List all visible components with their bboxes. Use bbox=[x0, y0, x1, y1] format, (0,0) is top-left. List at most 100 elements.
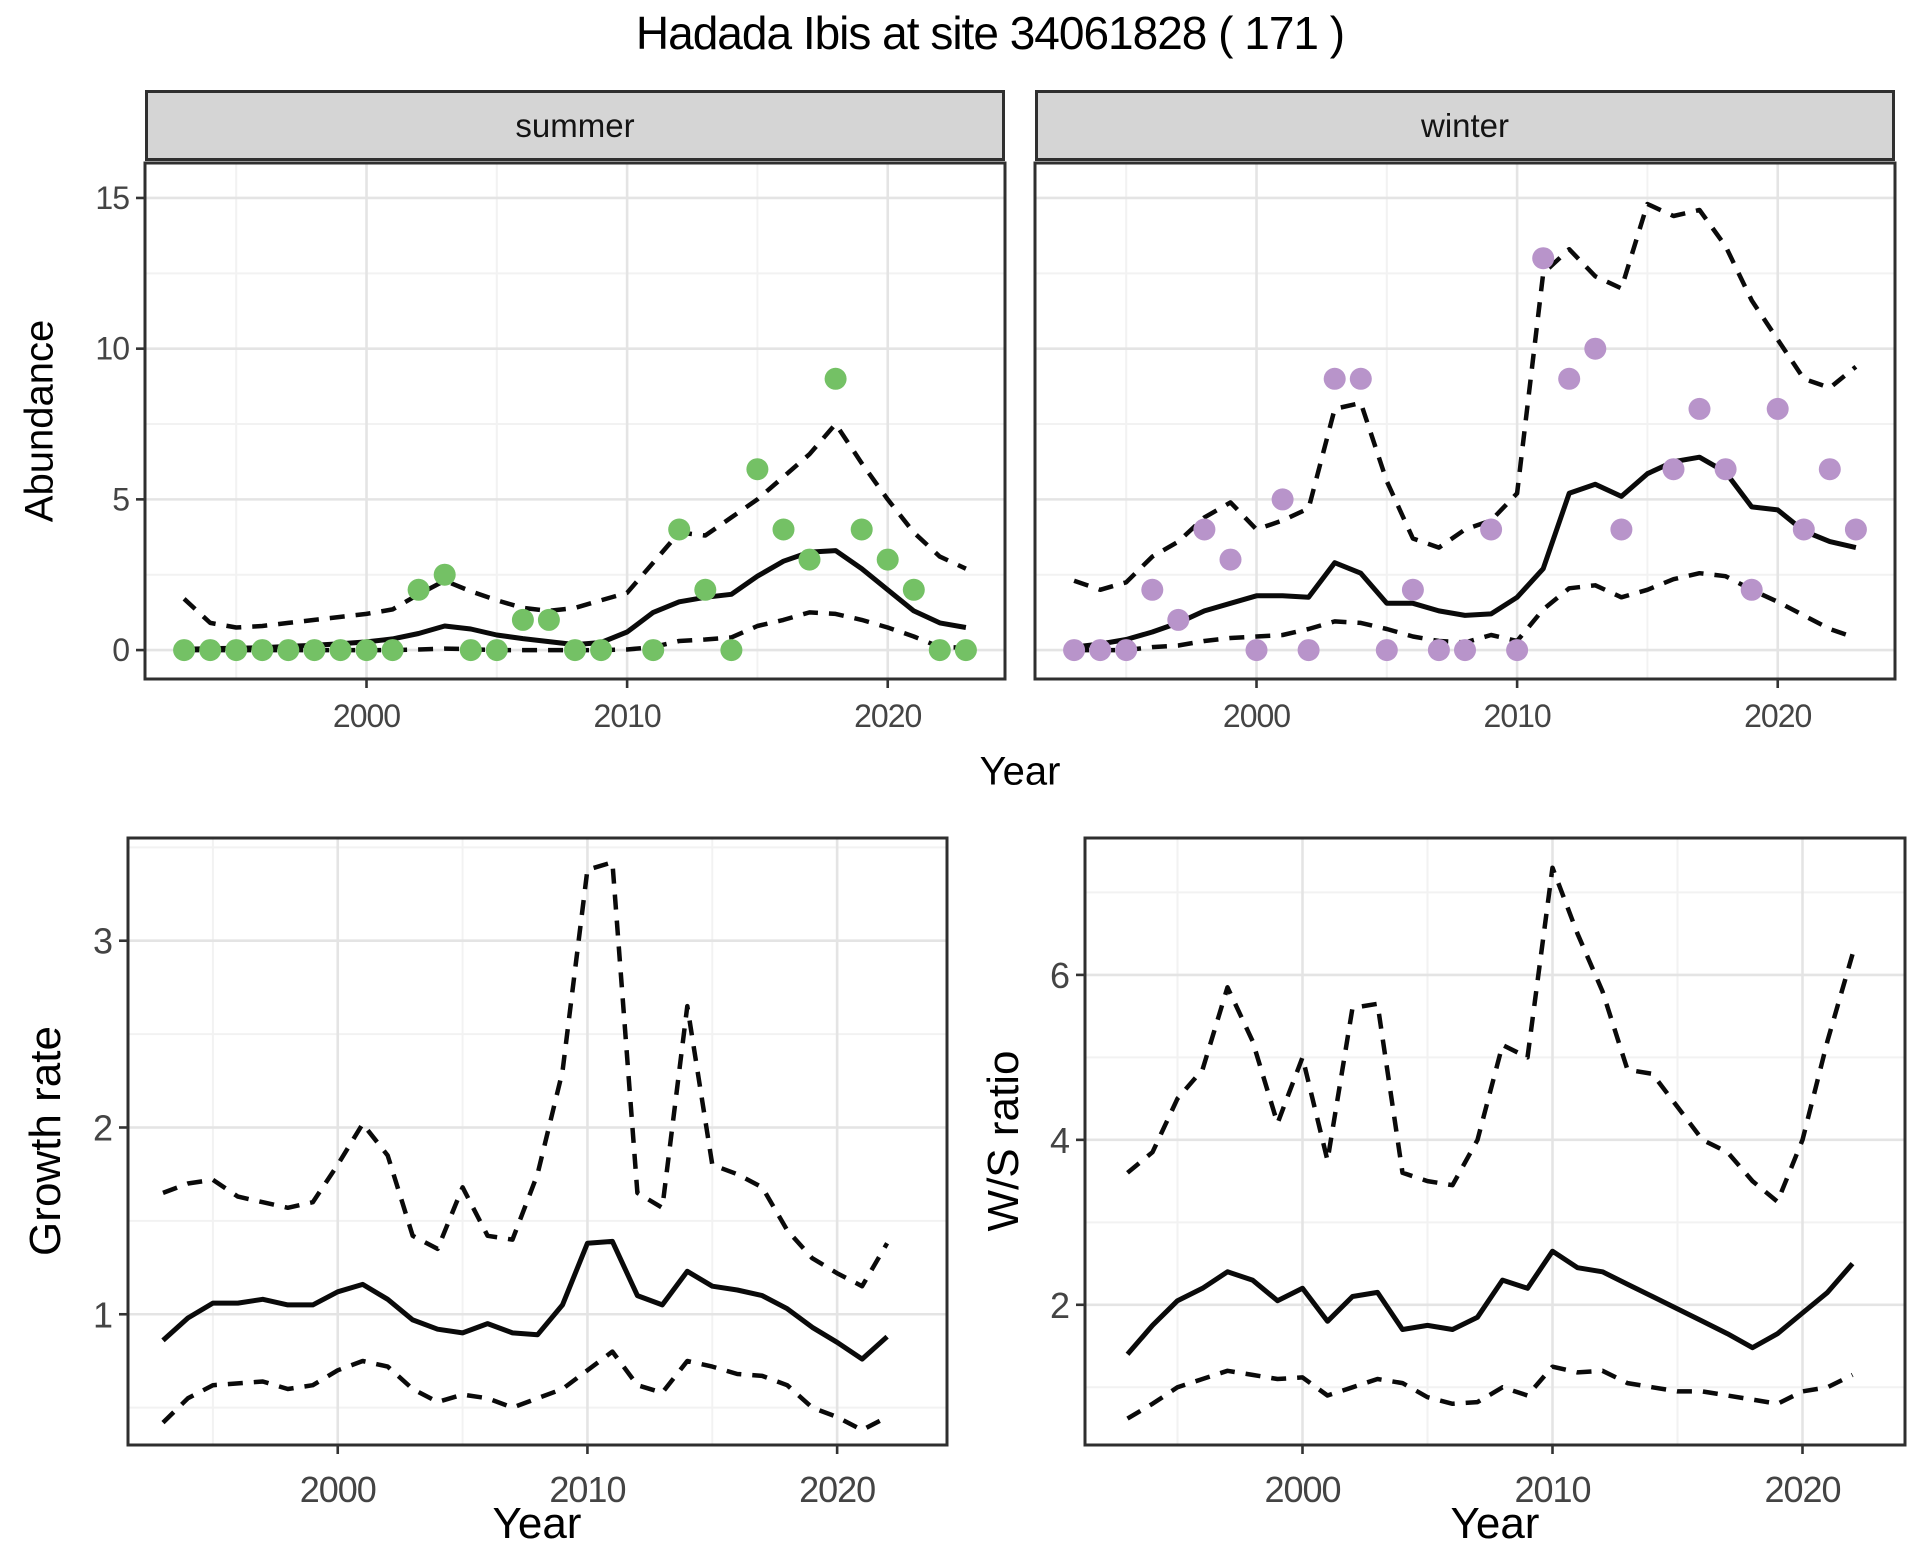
panel-border bbox=[1033, 161, 1897, 681]
panel-border bbox=[143, 161, 1007, 681]
x-tick-label: 2000 bbox=[1223, 698, 1290, 734]
facet-strip-winter-label: winter bbox=[1420, 106, 1510, 144]
summer-observed-point bbox=[277, 639, 300, 662]
winter-observed-point bbox=[1167, 608, 1190, 631]
panel-winter: 2000 2010 2020 bbox=[1033, 161, 1897, 734]
summer-observed-point bbox=[511, 608, 534, 631]
panel-background bbox=[145, 163, 1005, 679]
y-tick-label: 1 bbox=[93, 1294, 112, 1335]
y-axis-title-abundance: Abundance bbox=[17, 319, 62, 523]
winter-observed-point bbox=[1688, 397, 1711, 420]
summer-observed-point bbox=[564, 639, 586, 662]
panel-border bbox=[1083, 836, 1907, 1447]
x-axis-title-year-ws: Year bbox=[1450, 1499, 1540, 1548]
x-axis-title-year-top: Year bbox=[979, 749, 1061, 794]
winter-observed-point bbox=[1245, 639, 1268, 662]
summer-observed-point bbox=[173, 639, 196, 662]
winter-observed-point bbox=[1089, 639, 1112, 662]
winter-observed-point bbox=[1115, 639, 1138, 662]
panel-background bbox=[1035, 163, 1895, 679]
ci-upper-line bbox=[182, 421, 967, 630]
summer-observed-point bbox=[433, 563, 456, 586]
ci-upper-line bbox=[1126, 865, 1855, 1204]
summer-observed-point bbox=[355, 639, 378, 662]
summer-observed-point bbox=[798, 548, 821, 571]
summer-observed-point bbox=[902, 578, 925, 601]
ci-upper-line bbox=[1073, 201, 1858, 593]
y-axis-title-ws-ratio: W/S ratio bbox=[979, 1050, 1028, 1232]
winter-observed-point bbox=[1766, 397, 1789, 420]
y-tick-label: 0 bbox=[112, 632, 129, 668]
ci-upper-line bbox=[162, 860, 890, 1289]
winter-observed-point bbox=[1714, 458, 1737, 481]
panel-ws_ratio: 2000 2010 2020 2 4 6 bbox=[1050, 836, 1907, 1510]
winter-observed-point bbox=[1219, 548, 1242, 571]
summer-observed-point bbox=[928, 639, 951, 662]
winter-observed-point bbox=[1558, 367, 1581, 390]
x-tick-label: 2010 bbox=[594, 698, 661, 734]
summer-observed-point bbox=[694, 578, 717, 601]
x-tick-label: 2000 bbox=[300, 1469, 376, 1510]
x-tick-label: 2000 bbox=[1264, 1469, 1340, 1510]
summer-observed-point bbox=[407, 578, 430, 601]
winter-observed-point bbox=[1349, 367, 1372, 390]
summer-observed-point bbox=[303, 639, 326, 662]
winter-observed-point bbox=[1662, 458, 1685, 481]
summer-observed-point bbox=[954, 639, 977, 662]
winter-observed-point bbox=[1454, 639, 1476, 662]
summer-observed-point bbox=[329, 639, 352, 662]
winter-observed-point bbox=[1532, 247, 1555, 270]
summer-observed-point bbox=[459, 639, 482, 662]
winter-observed-point bbox=[1063, 639, 1086, 662]
y-tick-label: 6 bbox=[1050, 955, 1069, 996]
winter-observed-point bbox=[1818, 458, 1841, 481]
winter-observed-point bbox=[1401, 578, 1424, 601]
facet-strip-winter: winter bbox=[1035, 90, 1895, 161]
x-tick-label: 2010 bbox=[1484, 698, 1551, 734]
summer-observed-point bbox=[824, 367, 847, 390]
y-tick-label: 2 bbox=[93, 1107, 112, 1148]
x-tick-label: 2020 bbox=[854, 698, 921, 734]
chart-title: Hadada Ibis at site 34061828 ( 171 ) bbox=[635, 7, 1345, 59]
winter-observed-point bbox=[1844, 518, 1867, 541]
x-tick-label: 2010 bbox=[549, 1469, 625, 1510]
y-tick-label: 4 bbox=[1050, 1120, 1069, 1161]
summer-observed-point bbox=[381, 639, 404, 662]
summer-observed-point bbox=[668, 518, 691, 541]
summer-observed-point bbox=[537, 608, 560, 631]
summer-observed-point bbox=[251, 639, 274, 662]
summer-observed-point bbox=[772, 518, 795, 541]
facet-strip-summer: summer bbox=[145, 90, 1005, 161]
summer-observed-point bbox=[876, 548, 899, 571]
ci-lower-line bbox=[161, 1349, 889, 1433]
fit-line bbox=[161, 1238, 889, 1362]
fit-line bbox=[1125, 1248, 1855, 1356]
panel-growth_rate: 2000 2010 2020 1 2 3 bbox=[93, 836, 949, 1510]
winter-observed-point bbox=[1792, 518, 1815, 541]
y-tick-label: 15 bbox=[95, 180, 129, 216]
facet-strip-summer-label: summer bbox=[515, 106, 635, 144]
winter-observed-point bbox=[1323, 367, 1346, 390]
summer-observed-point bbox=[850, 518, 873, 541]
ci-lower-line bbox=[1126, 1364, 1854, 1421]
winter-observed-point bbox=[1375, 639, 1398, 662]
summer-observed-point bbox=[485, 639, 508, 662]
y-tick-label: 2 bbox=[1050, 1285, 1069, 1326]
summer-observed-point bbox=[746, 458, 769, 481]
winter-observed-point bbox=[1480, 518, 1503, 541]
panel-summer: 2000 2010 2020 0 5 10 15 bbox=[95, 161, 1007, 734]
summer-observed-point bbox=[199, 639, 222, 662]
x-tick-label: 2010 bbox=[1514, 1469, 1590, 1510]
x-tick-label: 2020 bbox=[1764, 1469, 1840, 1510]
winter-observed-point bbox=[1506, 639, 1529, 662]
winter-observed-point bbox=[1610, 518, 1633, 541]
winter-observed-point bbox=[1141, 578, 1164, 601]
panel-border bbox=[126, 836, 949, 1447]
winter-observed-point bbox=[1584, 337, 1607, 360]
panel-background bbox=[1085, 838, 1905, 1445]
winter-observed-point bbox=[1193, 518, 1216, 541]
x-tick-label: 2000 bbox=[333, 698, 400, 734]
winter-observed-point bbox=[1740, 578, 1763, 601]
winter-observed-point bbox=[1427, 639, 1450, 662]
